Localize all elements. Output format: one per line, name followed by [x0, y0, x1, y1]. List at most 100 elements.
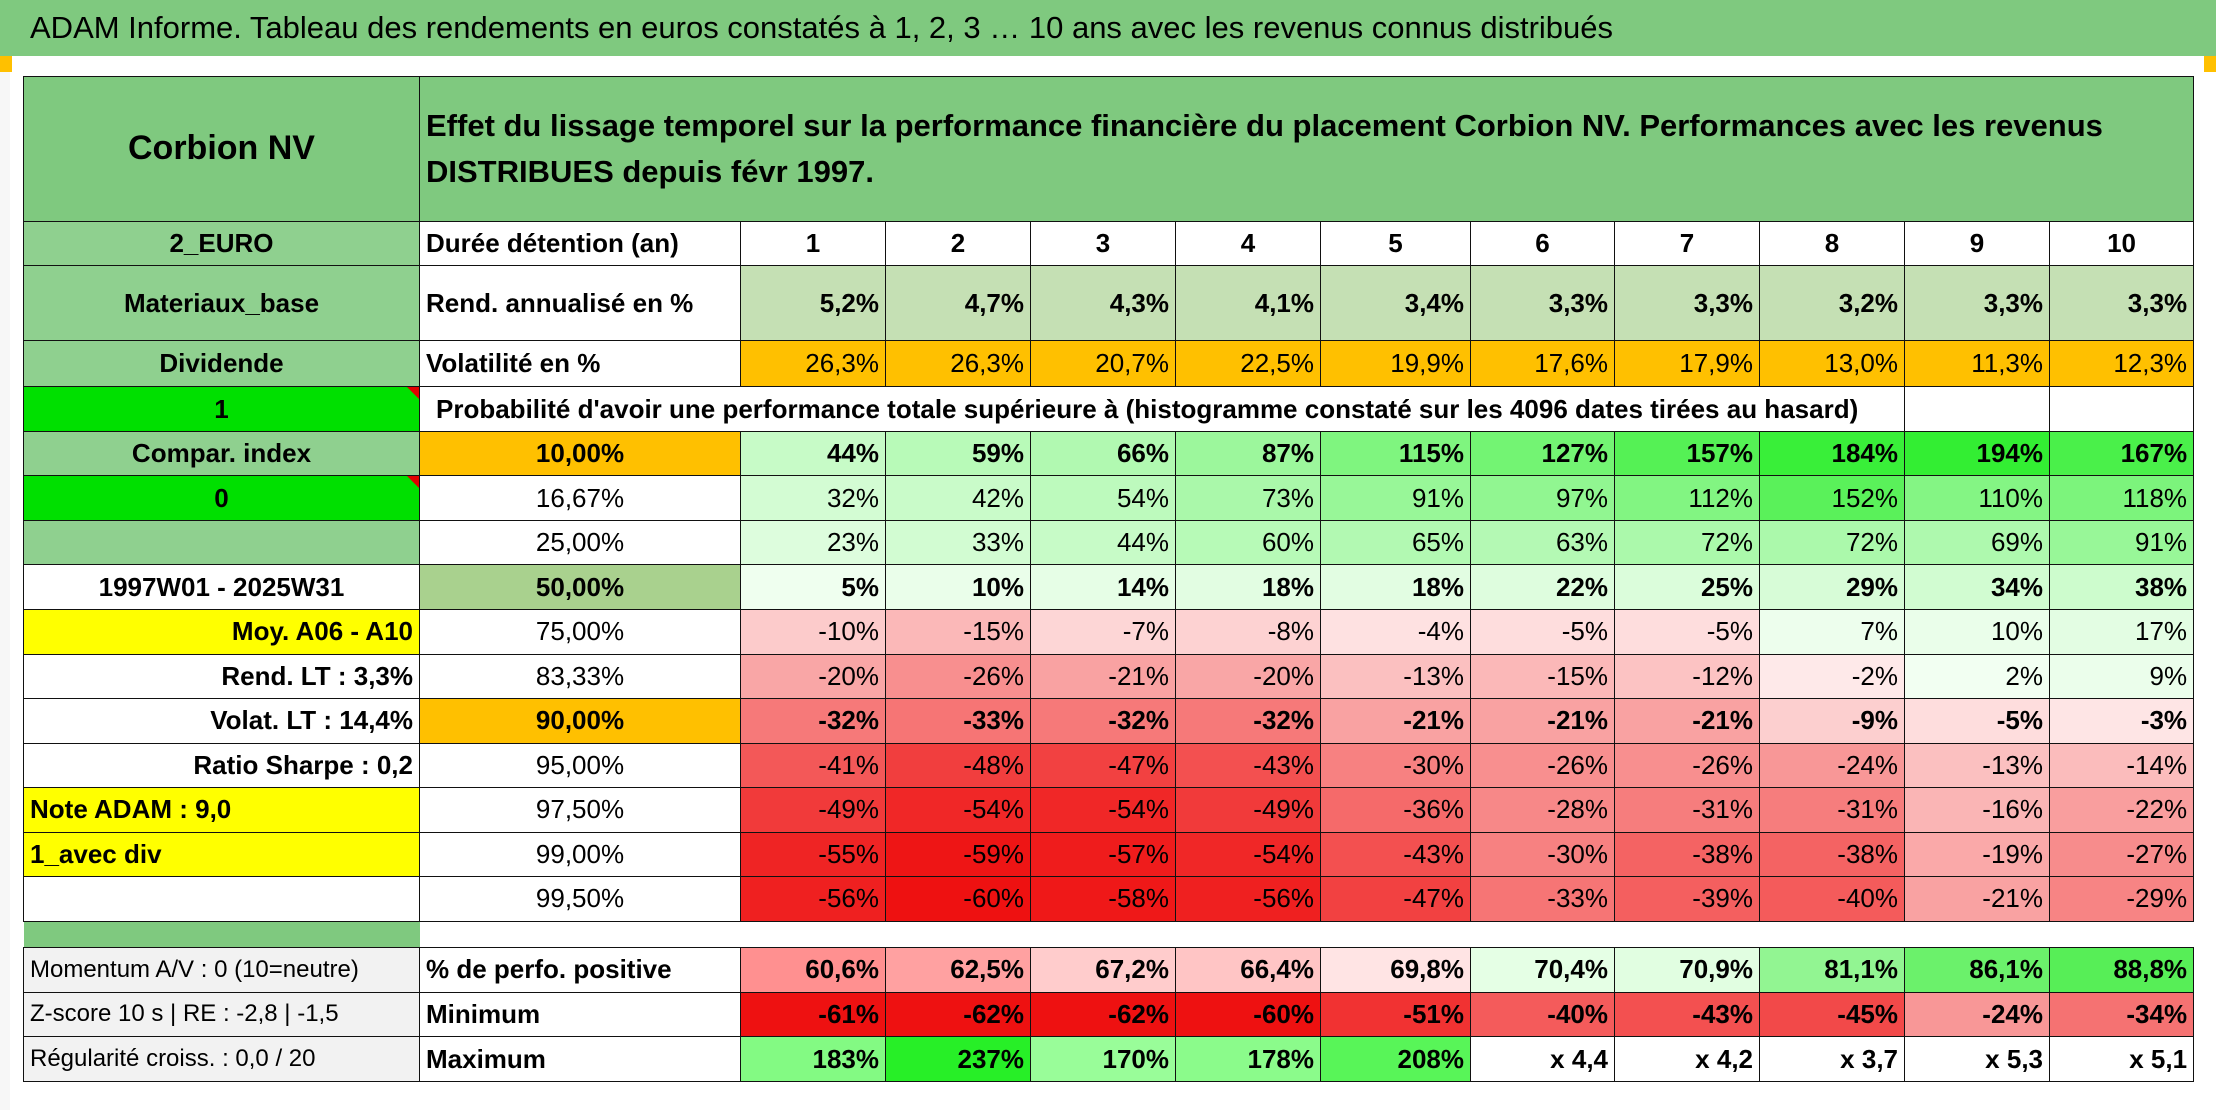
- prob-value: -21%: [1470, 698, 1615, 744]
- prob-value: 7%: [1759, 609, 1905, 655]
- prob-value: -22%: [2048, 787, 2195, 833]
- prob-value: -57%: [1030, 831, 1176, 878]
- min-value: -61%: [740, 991, 886, 1038]
- prob-value: 66%: [1030, 430, 1176, 477]
- prob-threshold: 99,00%: [419, 831, 741, 878]
- compar-label: Compar. index: [23, 430, 420, 477]
- year-header: 9: [1904, 220, 2050, 267]
- prob-value: -14%: [2048, 742, 2195, 789]
- pos-value: 81,1%: [1759, 947, 1905, 993]
- prob-value: -43%: [1320, 831, 1471, 878]
- prob-value: 97%: [1470, 475, 1615, 521]
- prob-value: -32%: [740, 698, 886, 744]
- min-value: -51%: [1320, 991, 1471, 1038]
- sharpe-label: Ratio Sharpe : 0,2: [23, 742, 420, 789]
- vol-value: 13,0%: [1759, 340, 1905, 388]
- prob-value: 44%: [1030, 519, 1176, 566]
- vol-value: 20,7%: [1030, 340, 1176, 388]
- div-mode-label: 1_avec div: [23, 831, 420, 878]
- prob-value: -31%: [1614, 787, 1760, 833]
- vol-value: 11,3%: [1904, 340, 2050, 388]
- pos-value: 67,2%: [1030, 947, 1176, 993]
- prob-value: -26%: [1614, 742, 1760, 789]
- prob-value: -47%: [1030, 742, 1176, 789]
- year-header: 10: [2048, 220, 2195, 267]
- prob-value: -41%: [740, 742, 886, 789]
- prob-value: 17%: [2048, 609, 2195, 655]
- dividend-label: Dividende: [23, 340, 420, 388]
- vol-value: 22,5%: [1175, 340, 1321, 388]
- prob-value: 60%: [1175, 519, 1321, 566]
- prob-value: 127%: [1470, 430, 1615, 477]
- prob-value: -21%: [1614, 698, 1760, 744]
- prob-value: -8%: [1175, 609, 1321, 655]
- prob-threshold: 99,50%: [419, 876, 741, 922]
- pos-value: 62,5%: [885, 947, 1031, 993]
- year-header: 5: [1320, 220, 1471, 267]
- prob-value: -38%: [1614, 831, 1760, 878]
- prob-value: 167%: [2048, 430, 2195, 477]
- min-value: -40%: [1470, 991, 1615, 1038]
- prob-value: 22%: [1470, 564, 1615, 611]
- prob-value: -49%: [1175, 787, 1321, 833]
- pos-label: % de perfo. positive: [419, 947, 741, 993]
- min-value: -24%: [1904, 991, 2050, 1038]
- prob-value: 115%: [1320, 430, 1471, 477]
- blank-cell: [1904, 386, 2050, 432]
- prob-value: -40%: [1759, 876, 1905, 922]
- vol-value: 26,3%: [740, 340, 886, 388]
- max-value: x 5,3: [1904, 1036, 2050, 1082]
- prob-value: 23%: [740, 519, 886, 566]
- prob-value: -2%: [1759, 653, 1905, 700]
- prob-value: -32%: [1030, 698, 1176, 744]
- vol-value: 26,3%: [885, 340, 1031, 388]
- min-value: -62%: [885, 991, 1031, 1038]
- compar-value: 0: [23, 475, 420, 521]
- prob-threshold: 90,00%: [419, 698, 741, 744]
- currency-label: 2_EURO: [23, 220, 420, 267]
- pos-value: 69,8%: [1320, 947, 1471, 993]
- prob-value: 33%: [885, 519, 1031, 566]
- prob-value: -56%: [1175, 876, 1321, 922]
- prob-threshold: 83,33%: [419, 653, 741, 700]
- rend-value: 4,3%: [1030, 265, 1176, 342]
- vol-label: Volatilité en %: [419, 340, 741, 388]
- prob-value: 5%: [740, 564, 886, 611]
- prob-value: 25%: [1614, 564, 1760, 611]
- performance-table: Corbion NV Effet du lissage temporel sur …: [23, 76, 2195, 1082]
- pos-value: 88,8%: [2048, 947, 2195, 993]
- rend-value: 3,3%: [1904, 265, 2050, 342]
- pos-value: 66,4%: [1175, 947, 1321, 993]
- prob-value: 10%: [1904, 609, 2050, 655]
- min-value: -62%: [1030, 991, 1176, 1038]
- prob-value: 29%: [1759, 564, 1905, 611]
- blank-cell: [2048, 386, 2195, 432]
- max-value: 183%: [740, 1036, 886, 1082]
- prob-value: 14%: [1030, 564, 1176, 611]
- prob-value: 91%: [1320, 475, 1471, 521]
- prob-label: Probabilité d'avoir une performance tota…: [419, 386, 1905, 432]
- year-header: 1: [740, 220, 886, 267]
- prob-value: -5%: [1470, 609, 1615, 655]
- pos-value: 60,6%: [740, 947, 886, 993]
- sector-label: Materiaux_base: [23, 265, 420, 342]
- prob-value: -9%: [1759, 698, 1905, 744]
- year-header: 8: [1759, 220, 1905, 267]
- rend-value: 3,2%: [1759, 265, 1905, 342]
- prob-value: -49%: [740, 787, 886, 833]
- left-edge: [0, 56, 10, 1110]
- prob-value: 87%: [1175, 430, 1321, 477]
- prob-value: -29%: [2048, 876, 2195, 922]
- prob-value: -15%: [885, 609, 1031, 655]
- prob-value: 38%: [2048, 564, 2195, 611]
- rend-value: 3,3%: [1614, 265, 1760, 342]
- max-value: x 5,1: [2048, 1036, 2195, 1082]
- vol-value: 17,6%: [1470, 340, 1615, 388]
- prob-value: 184%: [1759, 430, 1905, 477]
- year-header: 6: [1470, 220, 1615, 267]
- prob-value: -43%: [1175, 742, 1321, 789]
- prob-value: 63%: [1470, 519, 1615, 566]
- prob-value: -5%: [1614, 609, 1760, 655]
- min-value: -45%: [1759, 991, 1905, 1038]
- max-value: 237%: [885, 1036, 1031, 1082]
